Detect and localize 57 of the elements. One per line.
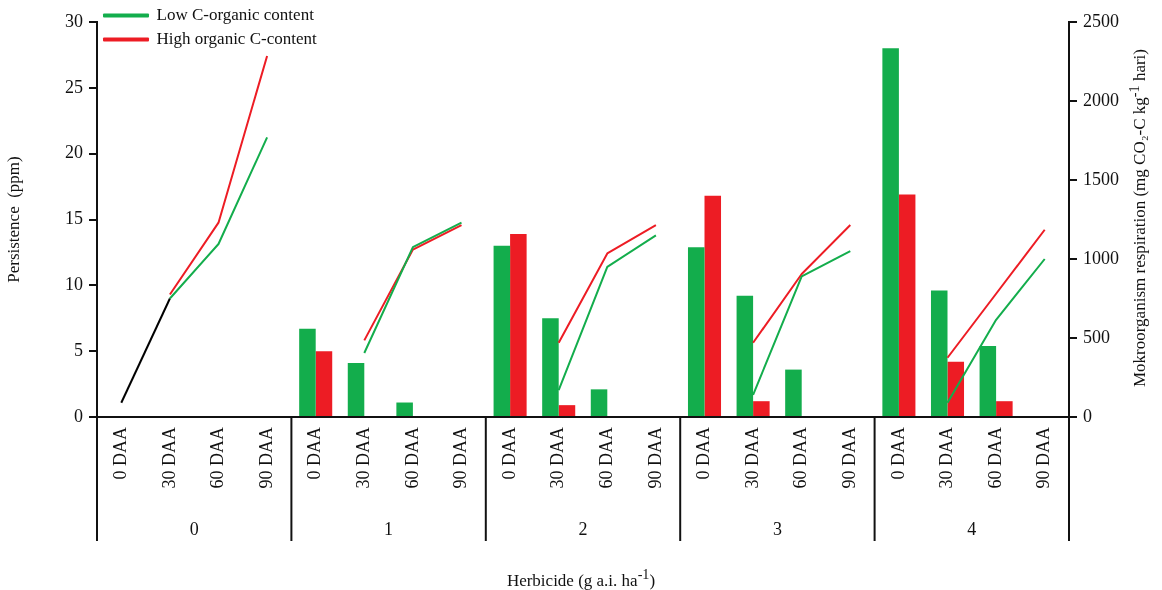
text: 4 [967, 518, 977, 539]
bar [590, 389, 608, 416]
y-axis-title: Persistence (ppm) [3, 156, 23, 283]
x-tick-label: 30 DAA [547, 427, 568, 489]
x-tick-label: 90 DAA [450, 427, 471, 489]
x-tick-label: 60 DAA [596, 427, 617, 489]
y-tick-label: 15 [65, 208, 83, 229]
bar [396, 402, 413, 416]
x-tick-label: 60 DAA [984, 427, 1005, 489]
x-tick-label: 0 DAA [110, 427, 131, 480]
y2-tick-label: 1500 [1083, 168, 1119, 189]
y2-tick-label: 500 [1083, 326, 1110, 347]
x-tick-label: 0 DAA [887, 427, 908, 480]
y2-tick-label: 2500 [1083, 10, 1119, 31]
x-tick-label: 30 DAA [158, 427, 179, 489]
y-tick-label: 25 [65, 76, 83, 97]
x-tick-label: 0 DAA [693, 427, 714, 480]
bar [704, 195, 722, 416]
bar [299, 328, 316, 416]
bar [753, 401, 770, 416]
x-tick-label: 60 DAA [207, 427, 228, 489]
y2-tick-label: 0 [1083, 405, 1092, 426]
x-tick-label: 90 DAA [255, 427, 276, 489]
x-tick-label: 0 DAA [304, 427, 325, 480]
y2-tick-label: 2000 [1083, 89, 1119, 110]
x-tick-label: 30 DAA [741, 427, 762, 489]
x-tick-label: 90 DAA [1033, 427, 1054, 489]
bar [898, 194, 916, 416]
text: 0 [189, 518, 199, 539]
y-tick-label: 10 [65, 274, 83, 295]
x-tick-label: 90 DAA [644, 427, 665, 489]
bar [347, 363, 365, 416]
bar [493, 245, 511, 416]
bar [315, 351, 333, 416]
y-tick-label: 5 [74, 339, 83, 360]
x-tick-label: 30 DAA [353, 427, 374, 489]
x-tick-label: 30 DAA [936, 427, 957, 489]
y-tick-label: 30 [65, 10, 83, 31]
x-tick-label: 60 DAA [790, 427, 811, 489]
text: 3 [772, 518, 782, 539]
x-tick-label: 60 DAA [401, 427, 422, 489]
text: 2 [578, 518, 588, 539]
x-tick-label: 90 DAA [839, 427, 860, 489]
legend-label: Low C-organic content [156, 4, 315, 24]
legend-label: High organic C-content [156, 28, 317, 48]
y2-tick-label: 1000 [1083, 247, 1119, 268]
y-tick-label: 0 [74, 405, 83, 426]
y-tick-label: 20 [65, 142, 83, 163]
bar [558, 405, 576, 416]
x-tick-label: 0 DAA [498, 427, 519, 480]
text: 1 [384, 518, 394, 539]
bar [996, 401, 1013, 416]
bar [882, 48, 899, 416]
bar [510, 233, 527, 416]
bar [687, 247, 705, 416]
x-axis-title: Herbicide (g a.i. ha$^{-1}$) [505, 566, 657, 590]
bar [785, 369, 802, 416]
